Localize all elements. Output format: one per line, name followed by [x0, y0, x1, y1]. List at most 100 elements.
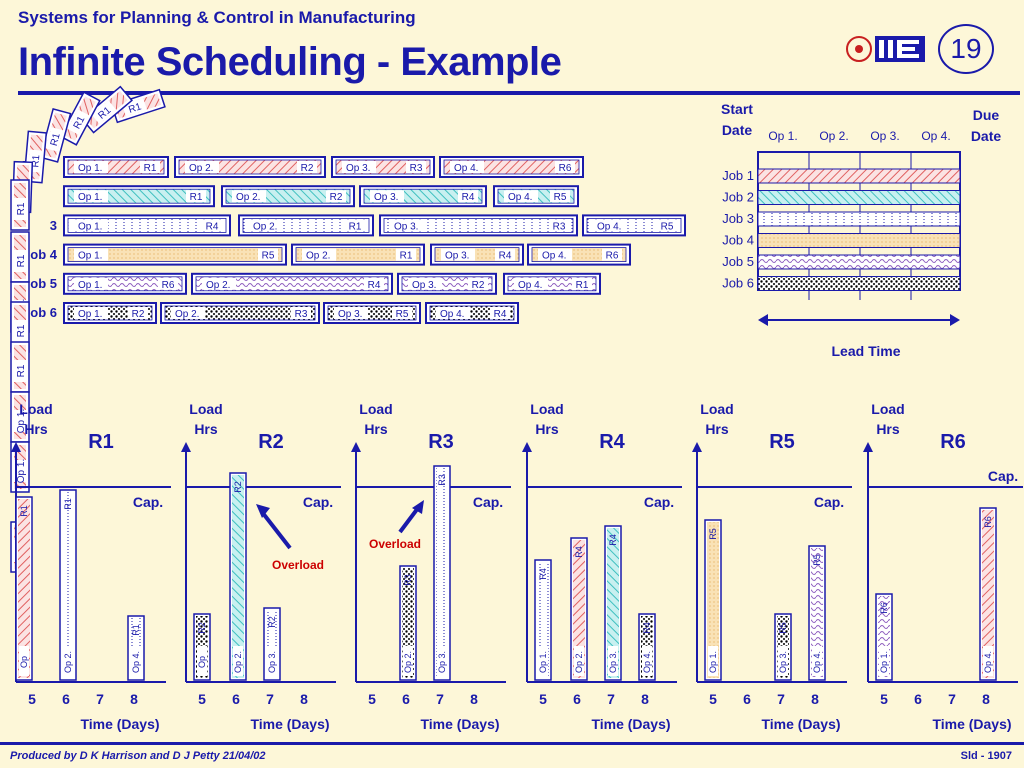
resource-label: R1 — [190, 192, 203, 203]
svg-text:R1: R1 — [16, 202, 27, 215]
footer-credit: Produced by D K Harrison and D J Petty 2… — [10, 750, 266, 762]
cap-label: Cap. — [303, 494, 333, 510]
overload-arrow — [260, 510, 292, 550]
svg-text:R1: R1 — [30, 154, 42, 168]
svg-text:R5: R5 — [778, 622, 788, 634]
lead-bar — [757, 233, 961, 248]
load-chart-r4: Load Hrs R4 Cap. 5 6 7 8 Time (Days) R4 Op 1. R4 Op … — [522, 401, 682, 732]
svg-text:R1: R1 — [16, 254, 27, 267]
resource-label: R2 — [330, 192, 343, 203]
svg-text:R2: R2 — [197, 622, 207, 634]
svg-text:R2: R2 — [267, 616, 277, 628]
lead-bar — [757, 211, 961, 227]
op-label: Op 3. — [338, 309, 362, 320]
svg-text:R1: R1 — [63, 498, 73, 510]
load-hrs-label: Load — [700, 401, 733, 417]
day-tick: 5 — [198, 691, 206, 707]
svg-text:Op 1.: Op 1. — [16, 409, 27, 433]
cap-label: Cap. — [644, 494, 674, 510]
day-tick: 8 — [470, 691, 478, 707]
load-hrs-label: Load — [359, 401, 392, 417]
job-label: 3 — [50, 218, 57, 233]
day-tick: 8 — [982, 691, 990, 707]
day-tick: 7 — [96, 691, 104, 707]
footer-divider — [0, 742, 1024, 745]
day-tick: 7 — [777, 691, 785, 707]
resource-label: R5 — [396, 309, 409, 320]
day-tick: 6 — [62, 691, 70, 707]
x-axis-label: Time (Days) — [932, 716, 1011, 732]
op-label: Op 2. — [253, 221, 277, 232]
op-label: Op 4. — [508, 192, 532, 203]
op-label: Op 3. — [445, 251, 469, 262]
op-label: Op 2. — [236, 192, 260, 203]
page-title: Infinite Scheduling - Example — [18, 40, 562, 84]
resource-label: R6 — [559, 163, 572, 174]
svg-text:R2: R2 — [233, 481, 243, 493]
svg-text:R4: R4 — [574, 546, 584, 558]
load-hrs-label: Hrs — [535, 421, 559, 437]
load-chart-r1: Load Hrs R1 Cap. 5 6 7 8 Time (Days) R1 Op R1 Op 2. R… — [11, 401, 171, 732]
resource-label: R4 — [368, 280, 381, 291]
svg-text:R4: R4 — [538, 568, 548, 580]
resource-label: R1 — [576, 280, 589, 291]
op-header: Op 3. — [870, 129, 899, 143]
op-label: Op 1. — [78, 192, 102, 203]
job-label: Job 2 — [722, 190, 754, 205]
resource-label: R2 — [132, 309, 145, 320]
resource-label: R5 — [661, 221, 674, 232]
svg-text:Op: Op — [19, 656, 29, 668]
op-label: Op 4. — [597, 221, 621, 232]
svg-text:Op 3.: Op 3. — [608, 651, 618, 673]
svg-text:Op 4.: Op 4. — [131, 651, 141, 673]
falling-tag: R1 — [80, 85, 133, 134]
svg-text:R5: R5 — [812, 554, 822, 566]
falling-tag: R1 — [10, 341, 30, 393]
svg-text:R1: R1 — [16, 364, 27, 377]
op-label: Op 2. — [189, 163, 213, 174]
svg-text:R4: R4 — [608, 534, 618, 546]
svg-text:R5: R5 — [708, 528, 718, 540]
svg-text:Op 4.: Op 4. — [812, 651, 822, 673]
falling-tag: R1 — [110, 88, 166, 124]
svg-text:Op: Op — [197, 656, 207, 668]
resource-label: R5 — [262, 251, 275, 262]
svg-text:R6: R6 — [983, 516, 993, 528]
svg-text:Op 2.: Op 2. — [63, 651, 73, 673]
day-tick: 6 — [914, 691, 922, 707]
start-date-label: Date — [722, 122, 753, 138]
falling-tag: R1 — [10, 231, 30, 283]
day-tick: 7 — [948, 691, 956, 707]
day-tick: 8 — [811, 691, 819, 707]
svg-text:R1: R1 — [127, 101, 143, 116]
job-label: Job 5 — [23, 276, 57, 291]
svg-text:Op 1.: Op 1. — [879, 651, 889, 673]
svg-text:R1: R1 — [16, 324, 27, 337]
load-hrs-label: Load — [871, 401, 904, 417]
load-hrs-label: Hrs — [194, 421, 218, 437]
x-axis-label: Time (Days) — [250, 716, 329, 732]
footer-slide-id: Sld - 1907 — [960, 750, 1012, 762]
svg-text:Op 2.: Op 2. — [574, 651, 584, 673]
day-tick: 7 — [607, 691, 615, 707]
load-hrs-label: Load — [530, 401, 563, 417]
op-label: Op 3. — [374, 192, 398, 203]
load-hrs-label: Hrs — [24, 421, 48, 437]
falling-tag: R1 — [10, 301, 30, 353]
cap-label: Cap. — [814, 494, 844, 510]
op-header: Op 4. — [921, 129, 950, 143]
resource-label: R1 — [349, 221, 362, 232]
day-tick: 7 — [266, 691, 274, 707]
op-label: Op 3. — [412, 280, 436, 291]
op-header: Op 2. — [819, 129, 848, 143]
job-label: Job 1 — [722, 168, 754, 183]
iie-logo — [845, 32, 929, 66]
x-axis-label: Time (Days) — [591, 716, 670, 732]
svg-text:Op 1.: Op 1. — [708, 651, 718, 673]
day-tick: 5 — [709, 691, 717, 707]
day-tick: 6 — [743, 691, 751, 707]
lead-bar — [757, 190, 961, 205]
lead-bar — [757, 254, 961, 270]
op-label: Op 1. — [78, 280, 102, 291]
svg-text:R6: R6 — [879, 602, 889, 614]
